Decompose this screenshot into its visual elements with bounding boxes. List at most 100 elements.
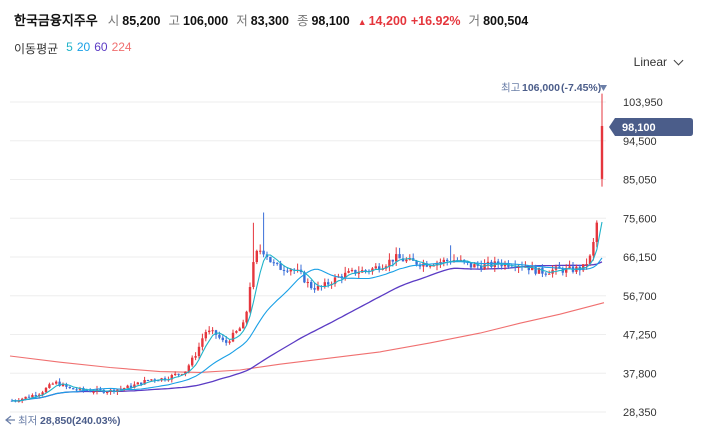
candle-body xyxy=(259,250,262,252)
candle-body xyxy=(72,388,75,390)
candle xyxy=(595,220,598,248)
candle xyxy=(347,268,350,274)
candle-body xyxy=(41,392,44,395)
candle-body xyxy=(208,330,211,333)
high-marker-pct: (-7.45%) xyxy=(561,82,601,94)
candle xyxy=(255,249,258,265)
candle-body xyxy=(527,266,530,271)
y-tick-label: 85,050 xyxy=(623,175,657,187)
candle-body xyxy=(126,385,129,389)
candle-body xyxy=(255,250,258,263)
candle-body xyxy=(405,259,408,262)
candle-body xyxy=(24,396,27,399)
candle-body xyxy=(432,265,435,267)
y-tick-label: 66,150 xyxy=(623,252,657,264)
candle xyxy=(65,382,68,390)
candle-body xyxy=(435,262,439,266)
candle xyxy=(163,376,167,382)
candle xyxy=(252,222,255,290)
candle xyxy=(55,380,58,385)
candle-body xyxy=(228,341,231,343)
ma-5-toggle[interactable]: 5 xyxy=(66,40,73,54)
low-marker: 최저 28,850 (240.03%) xyxy=(5,415,120,427)
candle xyxy=(398,247,401,259)
candle xyxy=(126,384,129,389)
candle-body xyxy=(347,271,350,273)
candle xyxy=(578,264,581,276)
candle-body xyxy=(442,259,445,262)
change-value: 14,200 xyxy=(368,14,407,28)
candle xyxy=(585,258,588,270)
candle-body xyxy=(289,269,292,272)
candle xyxy=(262,212,265,258)
candle-body xyxy=(473,264,476,268)
high-marker-label: 최고 xyxy=(501,82,521,94)
candle xyxy=(208,326,211,335)
ma-224-toggle[interactable]: 224 xyxy=(111,40,132,54)
candle xyxy=(405,257,408,263)
ma-5-line xyxy=(11,221,603,402)
y-tick-label: 94,500 xyxy=(623,136,657,148)
scale-selector[interactable]: Linear xyxy=(634,55,684,69)
candle xyxy=(58,378,61,387)
candle-body xyxy=(85,390,88,392)
candle xyxy=(180,373,184,376)
candle-body xyxy=(429,265,432,267)
current-price-value: 98,100 xyxy=(622,122,656,134)
candle-body xyxy=(534,266,537,274)
candle-body xyxy=(306,282,309,284)
candle xyxy=(231,329,235,343)
candle xyxy=(378,263,381,273)
candle-body xyxy=(191,357,194,366)
candle-body xyxy=(425,263,428,267)
candle-body xyxy=(374,266,377,269)
ma-5-polyline xyxy=(11,221,603,402)
low-value: 83,300 xyxy=(250,14,289,28)
candle-body xyxy=(238,328,241,332)
candle xyxy=(72,387,75,390)
ma-224-polyline xyxy=(9,302,605,373)
candle-body xyxy=(197,346,201,357)
candle-body xyxy=(588,255,592,265)
candle-body xyxy=(129,385,133,388)
candle xyxy=(31,393,34,398)
low-marker-value: 28,850 xyxy=(40,415,72,427)
candle-body xyxy=(61,384,65,387)
candle-body xyxy=(269,256,272,263)
candle-body xyxy=(439,261,442,263)
candle-body xyxy=(150,379,153,381)
candle xyxy=(561,266,564,276)
candle-body xyxy=(354,269,357,274)
candle xyxy=(116,389,119,395)
candle xyxy=(600,93,604,187)
candle-body xyxy=(136,382,139,385)
candle-body xyxy=(65,384,68,387)
candle xyxy=(568,260,571,270)
quote-header: 한국금융지주우 시 85,200 고 106,000 저 83,300 종 98… xyxy=(14,10,536,30)
candle xyxy=(422,259,425,272)
candle-body xyxy=(262,250,265,255)
candle-body xyxy=(510,266,513,268)
candle-body xyxy=(378,266,381,270)
y-tick-label: 75,600 xyxy=(623,213,657,225)
candle-body xyxy=(480,265,483,270)
candle-body xyxy=(408,258,411,260)
volume-label: 거 xyxy=(468,14,481,28)
candle-body xyxy=(27,396,31,398)
low-marker-pct: (240.03%) xyxy=(72,415,120,427)
ma-20-toggle[interactable]: 20 xyxy=(76,40,91,54)
candle xyxy=(418,262,422,270)
candle xyxy=(204,329,207,342)
close-value: 98,100 xyxy=(311,14,350,28)
candle-body xyxy=(123,388,126,390)
candle xyxy=(27,394,31,398)
candle-body xyxy=(51,383,54,385)
candle xyxy=(592,237,595,261)
candle xyxy=(374,263,377,269)
low-label: 저 xyxy=(236,14,248,28)
current-price-tag: 98,100 xyxy=(609,118,693,136)
ma-60-toggle[interactable]: 60 xyxy=(94,40,108,54)
moving-average-legend: 이동평균 5 20 60 224 xyxy=(14,40,132,57)
candle xyxy=(565,264,568,277)
